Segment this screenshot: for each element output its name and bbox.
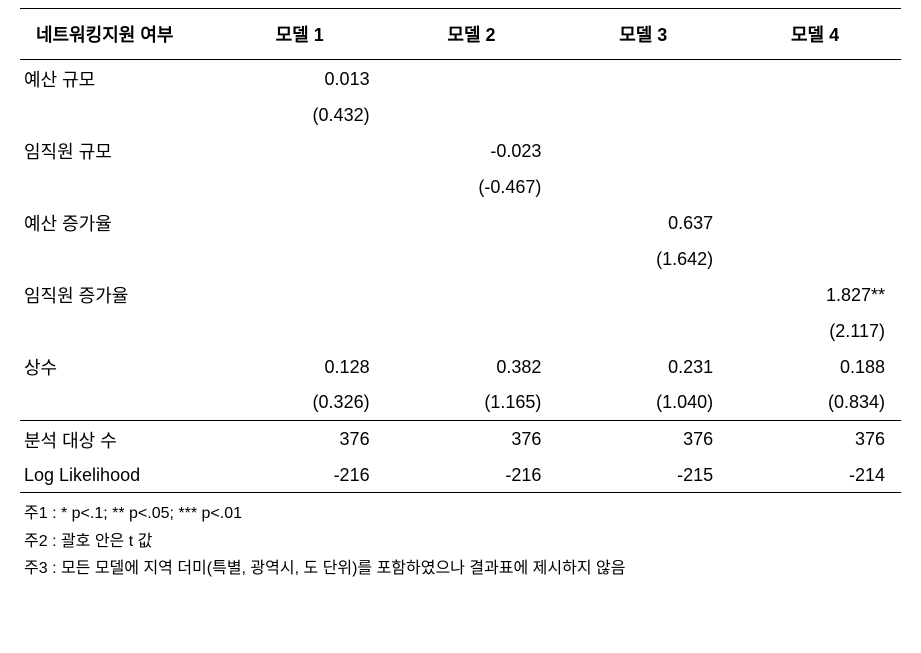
cell-paren: (-0.467)	[386, 170, 558, 204]
cell-value: 376	[729, 420, 901, 459]
cell-value: -215	[557, 459, 729, 493]
row-label-empty	[20, 242, 214, 276]
cell-paren	[557, 170, 729, 204]
cell-value	[557, 60, 729, 99]
table-row: (1.642)	[20, 242, 901, 276]
cell-value	[386, 276, 558, 314]
row-label: 상수	[20, 348, 214, 386]
cell-paren	[386, 314, 558, 348]
cell-paren	[557, 98, 729, 132]
col-header-model2: 모델 2	[386, 9, 558, 60]
cell-value: -216	[214, 459, 386, 493]
cell-value: 0.188	[729, 348, 901, 386]
cell-value	[557, 276, 729, 314]
row-label: 분석 대상 수	[20, 420, 214, 459]
table-row: 임직원 규모 -0.023	[20, 132, 901, 170]
col-header-model1: 모델 1	[214, 9, 386, 60]
row-label: Log Likelihood	[20, 459, 214, 493]
cell-paren	[729, 98, 901, 132]
cell-paren	[214, 314, 386, 348]
cell-value: -0.023	[386, 132, 558, 170]
cell-paren: (0.326)	[214, 386, 386, 420]
table-row: 분석 대상 수 376 376 376 376	[20, 420, 901, 459]
row-label-empty	[20, 314, 214, 348]
table-row: 임직원 증가율 1.827**	[20, 276, 901, 314]
cell-value: 0.382	[386, 348, 558, 386]
cell-value: 376	[557, 420, 729, 459]
row-label: 임직원 증가율	[20, 276, 214, 314]
cell-paren	[729, 170, 901, 204]
table-row: (2.117)	[20, 314, 901, 348]
row-label-empty	[20, 386, 214, 420]
cell-paren: (1.165)	[386, 386, 558, 420]
cell-value: 0.637	[557, 204, 729, 242]
cell-paren: (1.040)	[557, 386, 729, 420]
cell-paren: (0.834)	[729, 386, 901, 420]
table-row: 예산 증가율 0.637	[20, 204, 901, 242]
table-header-row: 네트워킹지원 여부 모델 1 모델 2 모델 3 모델 4	[20, 9, 901, 60]
col-header-model4: 모델 4	[729, 9, 901, 60]
cell-value	[214, 204, 386, 242]
table-notes: 주1 : * p<.1; ** p<.05; *** p<.01 주2 : 괄호…	[20, 501, 901, 582]
cell-value	[214, 276, 386, 314]
cell-paren	[386, 242, 558, 276]
cell-paren	[386, 98, 558, 132]
cell-paren: (2.117)	[729, 314, 901, 348]
row-label-empty	[20, 98, 214, 132]
cell-value: 0.231	[557, 348, 729, 386]
cell-value	[214, 132, 386, 170]
note-line: 주3 : 모든 모델에 지역 더미(특별, 광역시, 도 단위)를 포함하였으나…	[24, 556, 901, 582]
table-row: 상수 0.128 0.382 0.231 0.188	[20, 348, 901, 386]
cell-value	[729, 204, 901, 242]
col-header-model3: 모델 3	[557, 9, 729, 60]
cell-paren: (1.642)	[557, 242, 729, 276]
cell-value	[557, 132, 729, 170]
cell-paren	[214, 242, 386, 276]
cell-paren	[214, 170, 386, 204]
table-row: (0.432)	[20, 98, 901, 132]
cell-value: 1.827**	[729, 276, 901, 314]
note-line: 주1 : * p<.1; ** p<.05; *** p<.01	[24, 501, 901, 527]
note-line: 주2 : 괄호 안은 t 값	[24, 529, 901, 555]
table-row: Log Likelihood -216 -216 -215 -214	[20, 459, 901, 493]
cell-paren	[729, 242, 901, 276]
cell-value: 0.128	[214, 348, 386, 386]
cell-value: -216	[386, 459, 558, 493]
row-label: 예산 증가율	[20, 204, 214, 242]
cell-value	[729, 132, 901, 170]
cell-value	[386, 60, 558, 99]
row-label: 임직원 규모	[20, 132, 214, 170]
table-row: 예산 규모 0.013	[20, 60, 901, 99]
cell-value	[729, 60, 901, 99]
cell-paren: (0.432)	[214, 98, 386, 132]
cell-paren	[557, 314, 729, 348]
col-header-variable: 네트워킹지원 여부	[20, 9, 214, 60]
row-label-empty	[20, 170, 214, 204]
cell-value: -214	[729, 459, 901, 493]
cell-value: 0.013	[214, 60, 386, 99]
cell-value: 376	[386, 420, 558, 459]
table-row: (-0.467)	[20, 170, 901, 204]
cell-value: 376	[214, 420, 386, 459]
cell-value	[386, 204, 558, 242]
regression-table: 네트워킹지원 여부 모델 1 모델 2 모델 3 모델 4 예산 규모 0.01…	[20, 8, 901, 493]
row-label: 예산 규모	[20, 60, 214, 99]
table-row: (0.326) (1.165) (1.040) (0.834)	[20, 386, 901, 420]
